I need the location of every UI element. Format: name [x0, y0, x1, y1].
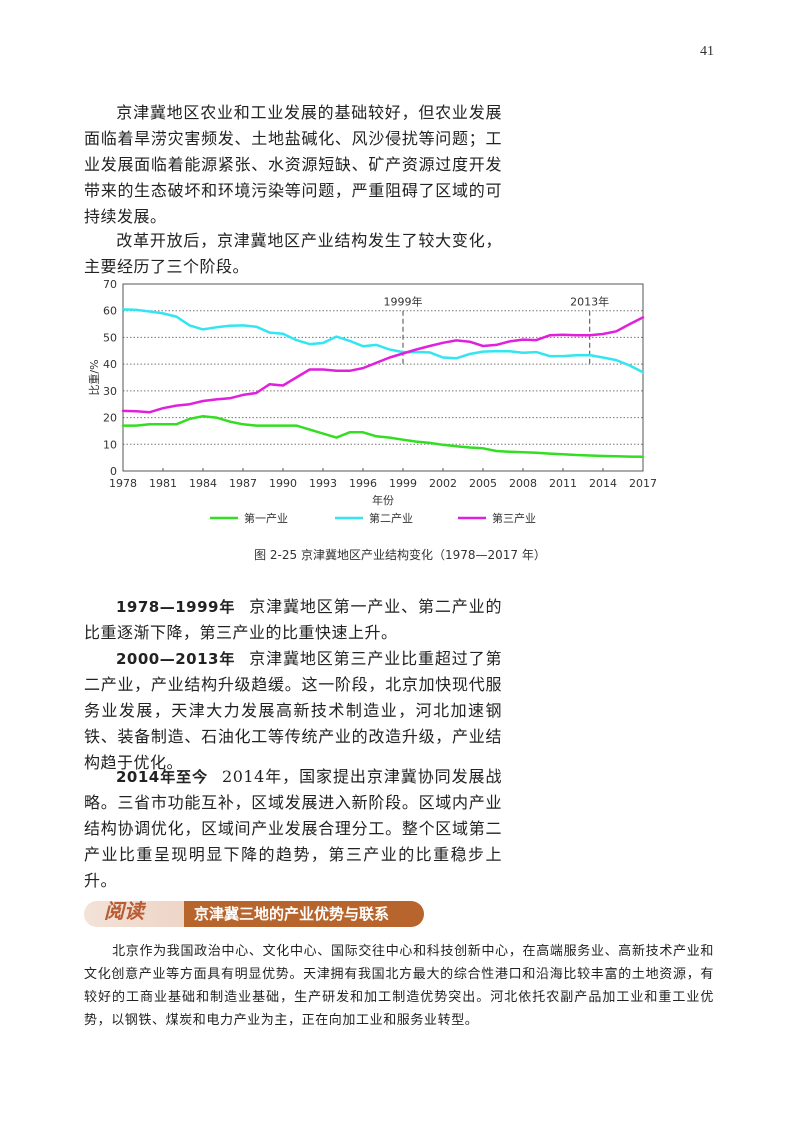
y-tick-label: 70	[103, 278, 117, 291]
x-tick-label: 2008	[509, 477, 537, 490]
legend-label: 第二产业	[369, 511, 413, 525]
series-line	[121, 414, 645, 459]
y-tick-label: 60	[103, 305, 117, 318]
y-tick-label: 10	[103, 438, 117, 451]
stage-2000-2013: 2000—2013年 京津冀地区第三产业比重超过了第二产业，产业结构升级趋缓。这一…	[84, 646, 502, 776]
x-tick-label: 1978	[109, 477, 137, 490]
x-tick-label: 2002	[429, 477, 457, 490]
annotation-label: 2013年	[570, 295, 609, 309]
y-axis-label: 比重/%	[87, 359, 101, 395]
paragraph-text: 京津冀地区农业和工业发展的基础较好，但农业发展面临着旱涝灾害频发、土地盐碱化、风…	[84, 103, 502, 226]
legend-label: 第一产业	[244, 511, 288, 525]
paragraph-challenges: 京津冀地区农业和工业发展的基础较好，但农业发展面临着旱涝灾害频发、土地盐碱化、风…	[84, 100, 502, 230]
reading-tag: 阅读	[84, 899, 194, 927]
x-tick-label: 1996	[349, 477, 377, 490]
figure-caption: 图 2-25 京津冀地区产业结构变化（1978—2017 年）	[254, 548, 546, 562]
stage-heading: 2014年至今	[116, 768, 209, 786]
page-number: 41	[700, 44, 714, 59]
reading-tag-label: 阅读	[104, 899, 144, 923]
x-tick-label: 2005	[469, 477, 497, 490]
x-tick-label: 2017	[629, 477, 657, 490]
y-tick-label: 50	[103, 331, 117, 344]
y-tick-label: 40	[103, 358, 117, 371]
legend-label: 第三产业	[492, 511, 536, 525]
stage-2014-present: 2014年至今 2014年，国家提出京津冀协同发展战略。三省市功能互补，区域发展进…	[84, 764, 502, 894]
stage-heading: 2000—2013年	[116, 650, 236, 668]
x-axis-label: 年份	[372, 493, 394, 507]
stage-text: 京津冀地区第一产业、第二产业的比重逐渐下降，第三产业的比重快速上升。	[84, 597, 502, 642]
line-chart: 0 10 20 30 40 50 60 70 1978 1981 1984 1987 1990 1993 1…	[87, 278, 657, 525]
series-line	[121, 308, 645, 374]
stage-text: 2014年，国家提出京津冀协同发展战略。三省市功能互补，区域发展进入新阶段。区域…	[84, 767, 502, 890]
reading-body: 北京作为我国政治中心、文化中心、国际交往中心和科技创新中心，在高端服务业、高新技…	[84, 940, 714, 1032]
x-tick-label: 2011	[549, 477, 577, 490]
plot-frame	[122, 283, 644, 472]
paragraph-text: 改革开放后，京津冀地区产业结构发生了较大变化，主要经历了三个阶段。	[84, 231, 502, 276]
industry-structure-chart: 0 10 20 30 40 50 60 70 1978 1981 1984 1987 1990 1993 1…	[0, 270, 800, 540]
x-tick-label: 1993	[309, 477, 337, 490]
stage-heading: 1978—1999年	[116, 598, 236, 616]
stage-1978-1999: 1978—1999年 京津冀地区第一产业、第二产业的比重逐渐下降，第三产业的比重快…	[84, 594, 502, 646]
reading-title: 京津冀三地的产业优势与联系	[184, 901, 424, 927]
reading-text: 北京作为我国政治中心、文化中心、国际交往中心和科技创新中心，在高端服务业、高新技…	[84, 944, 714, 1028]
y-tick-label: 30	[103, 385, 117, 398]
x-tick-label: 2014	[589, 477, 617, 490]
x-tick-label: 1984	[189, 477, 217, 490]
paragraph-reform: 改革开放后，京津冀地区产业结构发生了较大变化，主要经历了三个阶段。	[84, 228, 502, 280]
stage-text: 京津冀地区第三产业比重超过了第二产业，产业结构升级趋缓。这一阶段，北京加快现代服…	[84, 649, 502, 772]
x-tick-label: 1987	[229, 477, 257, 490]
x-tick-label: 1981	[149, 477, 177, 490]
reading-banner: 阅读 京津冀三地的产业优势与联系	[84, 899, 424, 929]
series-line	[121, 316, 645, 414]
annotation-label: 1999年	[384, 295, 423, 309]
y-tick-label: 0	[110, 465, 117, 478]
y-tick-label: 20	[103, 412, 117, 425]
x-tick-label: 1990	[269, 477, 297, 490]
x-tick-label: 1999	[389, 477, 417, 490]
